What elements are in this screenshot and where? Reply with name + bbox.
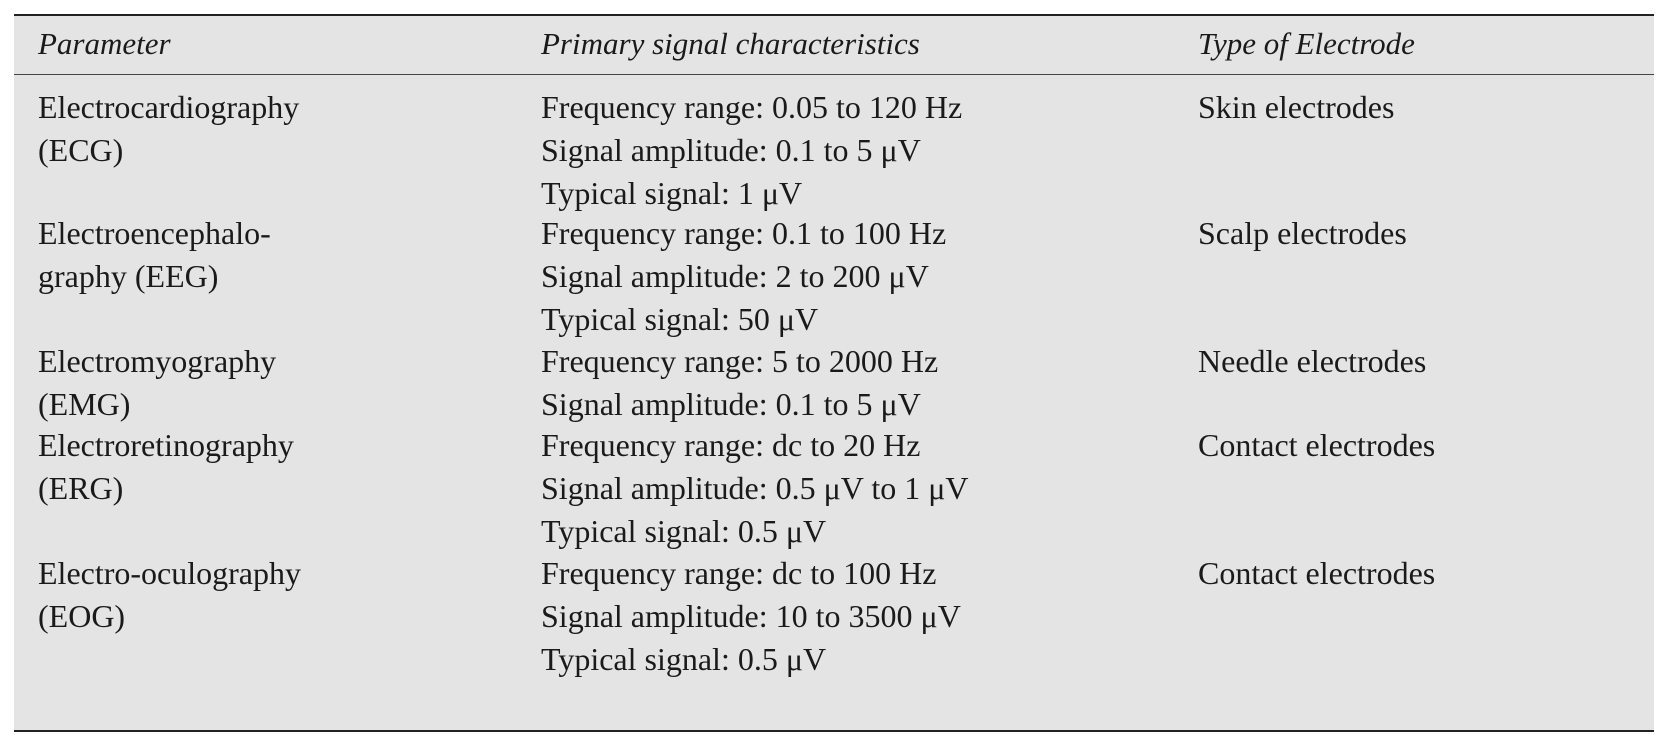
signal-line: Typical signal: 50 μV	[541, 301, 819, 337]
parameter-line: Electroretinography	[38, 427, 294, 463]
parameter-line: Electromyography	[38, 343, 277, 379]
signal-line: Signal amplitude: 0.1 to 5 μV	[541, 132, 921, 168]
signal-line: Signal amplitude: 0.5 μV to 1 μV	[541, 470, 969, 506]
cell-parameter: Electroencephalo- graphy (EEG)	[38, 212, 271, 298]
electrode-text: Scalp electrodes	[1198, 215, 1407, 251]
signal-line: Typical signal: 0.5 μV	[541, 641, 827, 677]
signal-line: Frequency range: dc to 20 Hz	[541, 427, 921, 463]
electrode-text: Contact electrodes	[1198, 555, 1436, 591]
cell-parameter: Electrocardiography (ECG)	[38, 86, 299, 172]
cell-electrode: Skin electrodes	[1198, 86, 1394, 129]
cell-electrode: Contact electrodes	[1198, 424, 1435, 467]
parameter-line: (ECG)	[38, 132, 124, 168]
parameter-line: (EMG)	[38, 386, 131, 422]
parameter-line: Electro-oculography	[38, 555, 301, 591]
biosignal-table: Parameter Primary signal characteristics…	[14, 14, 1654, 732]
header-parameter: Parameter	[38, 26, 171, 61]
signal-line: Signal amplitude: 2 to 200 μV	[541, 258, 929, 294]
parameter-line: Electroencephalo-	[38, 215, 271, 251]
cell-parameter: Electromyography (EMG)	[38, 340, 276, 426]
cell-electrode: Needle electrodes	[1198, 340, 1426, 383]
electrode-text: Contact electrodes	[1198, 427, 1436, 463]
signal-line: Frequency range: 5 to 2000 Hz	[541, 343, 939, 379]
cell-signal: Frequency range: 0.1 to 100 Hz Signal am…	[541, 212, 946, 341]
header-electrode-type: Type of Electrode	[1198, 26, 1415, 61]
cell-electrode: Scalp electrodes	[1198, 212, 1407, 255]
cell-signal: Frequency range: 5 to 2000 Hz Signal amp…	[541, 340, 938, 426]
header-signal-characteristics: Primary signal characteristics	[541, 26, 920, 61]
cell-parameter: Electro-oculography (EOG)	[38, 552, 301, 638]
signal-line: Signal amplitude: 10 to 3500 μV	[541, 598, 961, 634]
cell-signal: Frequency range: 0.05 to 120 Hz Signal a…	[541, 86, 962, 215]
signal-line: Typical signal: 1 μV	[541, 175, 803, 211]
electrode-text: Needle electrodes	[1198, 343, 1427, 379]
signal-line: Typical signal: 0.5 μV	[541, 513, 827, 549]
parameter-line: graphy (EEG)	[38, 258, 219, 294]
electrode-text: Skin electrodes	[1198, 89, 1395, 125]
cell-signal: Frequency range: dc to 100 Hz Signal amp…	[541, 552, 961, 681]
cell-signal: Frequency range: dc to 20 Hz Signal ampl…	[541, 424, 968, 553]
signal-line: Signal amplitude: 0.1 to 5 μV	[541, 386, 921, 422]
signal-line: Frequency range: 0.05 to 120 Hz	[541, 89, 963, 125]
parameter-line: Electrocardiography	[38, 89, 300, 125]
cell-electrode: Contact electrodes	[1198, 552, 1435, 595]
signal-line: Frequency range: 0.1 to 100 Hz	[541, 215, 947, 251]
cell-parameter: Electroretinography (ERG)	[38, 424, 294, 510]
signal-line: Frequency range: dc to 100 Hz	[541, 555, 937, 591]
parameter-line: (EOG)	[38, 598, 126, 634]
parameter-line: (ERG)	[38, 470, 124, 506]
table-header-row: Parameter Primary signal characteristics…	[14, 16, 1654, 75]
